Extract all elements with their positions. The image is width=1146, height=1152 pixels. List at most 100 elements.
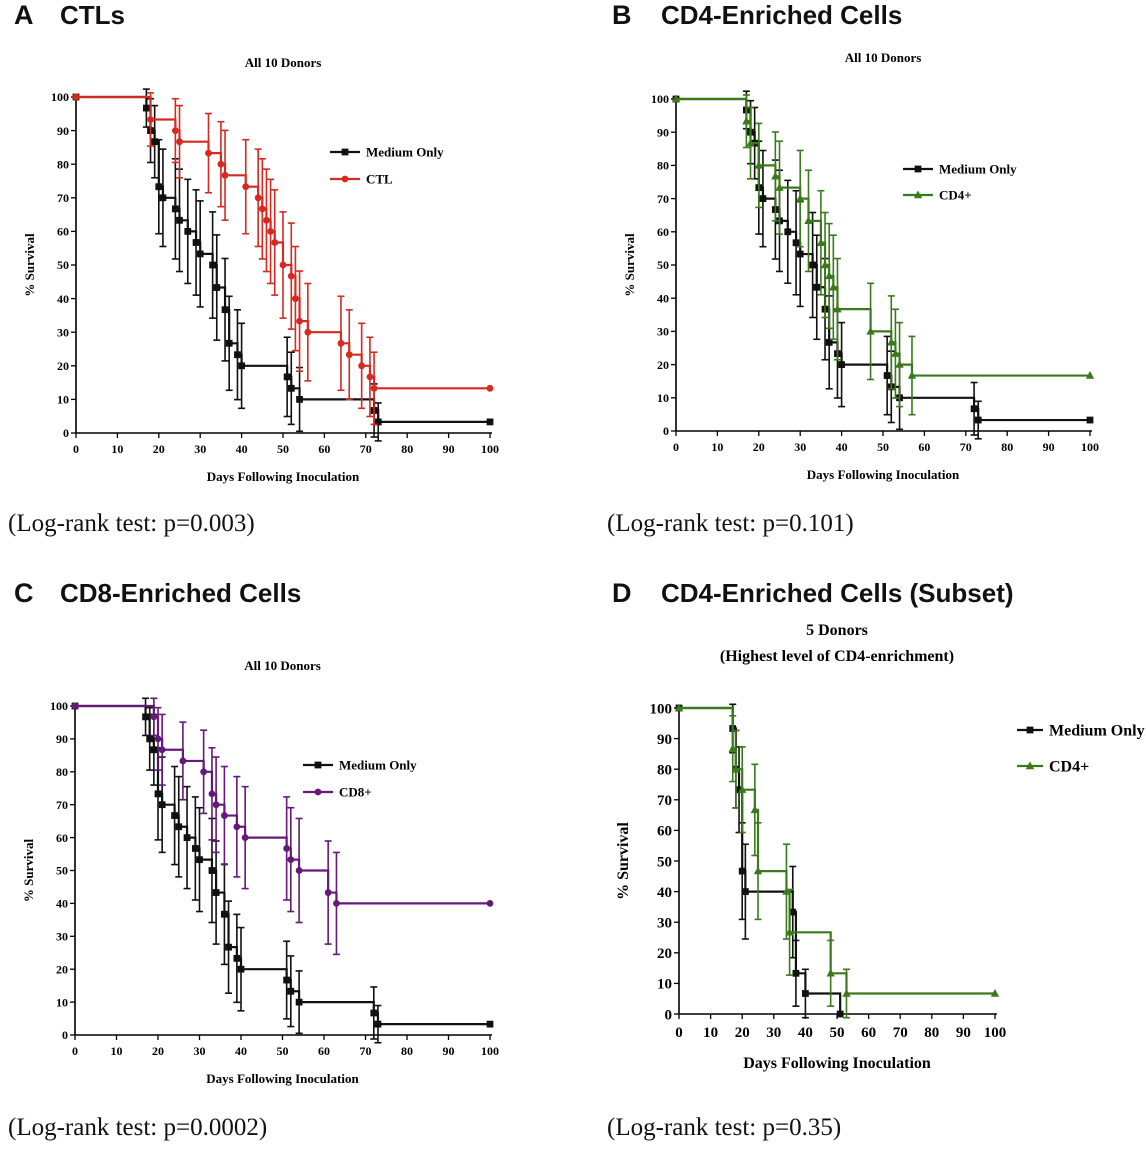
data-point — [283, 976, 291, 984]
x-tick-label: 100 — [481, 1044, 499, 1058]
data-point — [750, 805, 760, 814]
panel-d: D CD4-Enriched Cells (Subset) 5 Donors (H… — [573, 576, 1146, 1152]
legend-label: Medium Only — [1049, 722, 1145, 739]
x-tick-label: 50 — [877, 440, 889, 454]
x-axis-label: Days Following Inoculation — [807, 467, 960, 482]
data-point — [237, 965, 245, 973]
data-point — [271, 239, 279, 246]
x-tick-label: 80 — [924, 1025, 939, 1041]
legend-label: Medium Only — [366, 144, 444, 159]
data-point — [175, 823, 183, 831]
legend-label: CD8+ — [339, 784, 372, 799]
x-tick-label: 100 — [481, 442, 499, 456]
x-tick-label: 100 — [984, 1025, 1007, 1041]
y-tick-label: 70 — [56, 798, 68, 812]
data-point — [192, 239, 200, 246]
y-tick-label: 40 — [657, 291, 669, 305]
data-point — [151, 138, 159, 146]
y-tick-label: 10 — [657, 977, 672, 993]
panel-c: C CD8-Enriched Cells All 10 Donors 0 10 20 3… — [0, 576, 573, 1152]
data-point — [345, 351, 353, 359]
y-tick-label: 50 — [57, 258, 69, 272]
y-tick-label: 60 — [657, 824, 672, 840]
log-rank-text: (Log-rank test: p=0.003) — [8, 510, 255, 537]
data-point — [833, 304, 842, 313]
y-tick-label: 0 — [62, 1028, 68, 1042]
data-point — [296, 317, 303, 325]
x-tick-label: 80 — [401, 1044, 413, 1058]
y-tick-label: 0 — [665, 1007, 673, 1023]
data-point — [753, 866, 763, 875]
data-point — [738, 867, 746, 875]
x-tick-label: 60 — [861, 1025, 876, 1041]
y-tick-label: 10 — [57, 393, 69, 407]
data-point — [333, 900, 340, 907]
y-tick-label: 20 — [57, 359, 69, 373]
data-point — [486, 418, 494, 426]
x-tick-label: 70 — [960, 440, 972, 454]
survival-curve-1 — [75, 704, 490, 905]
data-point — [150, 746, 158, 754]
y-tick-label: 40 — [56, 897, 68, 911]
x-tick-label: 100 — [1081, 440, 1099, 454]
data-point — [295, 998, 303, 1006]
y-tick-label: 0 — [663, 424, 669, 438]
data-point — [171, 812, 178, 819]
y-tick-label: 20 — [56, 962, 68, 976]
data-point — [374, 418, 382, 426]
panel-title: CD8-Enriched Cells — [60, 578, 302, 608]
data-point — [296, 396, 303, 403]
data-point — [907, 371, 917, 379]
data-point — [304, 328, 312, 336]
x-tick-label: 20 — [152, 1044, 164, 1058]
data-point — [171, 127, 179, 134]
x-tick-label: 10 — [111, 1044, 123, 1058]
survival-curve-0 — [676, 97, 1090, 422]
data-point — [324, 889, 332, 896]
data-point — [792, 969, 800, 977]
data-point — [674, 703, 684, 712]
x-tick-label: 40 — [235, 1044, 247, 1058]
x-axis-label: Days Following Inoculation — [743, 1055, 931, 1072]
data-point — [205, 149, 212, 157]
data-point — [213, 284, 221, 291]
data-point — [370, 384, 378, 392]
data-point — [895, 360, 904, 368]
data-point — [212, 801, 220, 809]
data-point — [171, 205, 179, 213]
legend-marker — [314, 761, 322, 769]
data-point — [225, 339, 233, 347]
x-tick-label: 50 — [277, 1044, 289, 1058]
data-point — [813, 283, 821, 291]
x-axis-label: Days Following Inoculation — [207, 469, 360, 484]
data-point — [374, 1020, 382, 1028]
panel-b: B CD4-Enriched Cells All 10 Donors 0 10 20 3… — [573, 0, 1146, 576]
y-tick-label: 100 — [651, 92, 669, 106]
chart-subtitle: (Highest level of CD4-enrichment) — [720, 648, 954, 665]
data-point — [209, 261, 217, 269]
y-tick-label: 90 — [57, 124, 69, 138]
y-tick-label: 30 — [57, 325, 69, 339]
panel-letter: B — [612, 0, 632, 30]
y-tick-label: 80 — [57, 157, 69, 171]
data-point — [184, 228, 192, 235]
data-point — [891, 349, 900, 357]
data-point — [158, 801, 166, 809]
y-tick-label: 60 — [657, 225, 669, 239]
data-point — [146, 735, 154, 743]
data-point — [221, 812, 228, 819]
data-point — [179, 757, 187, 765]
x-tick-label: 70 — [360, 1044, 372, 1058]
data-point — [158, 746, 166, 754]
data-point — [200, 768, 208, 776]
legend-marker — [341, 175, 349, 183]
x-tick-label: 90 — [956, 1025, 971, 1041]
x-tick-label: 90 — [443, 442, 455, 456]
x-tick-label: 70 — [893, 1025, 908, 1041]
data-point — [337, 339, 345, 347]
y-tick-label: 20 — [657, 946, 672, 962]
data-point — [287, 987, 295, 995]
data-point — [486, 900, 494, 907]
y-tick-label: 50 — [657, 854, 672, 870]
y-tick-label: 70 — [57, 191, 69, 205]
